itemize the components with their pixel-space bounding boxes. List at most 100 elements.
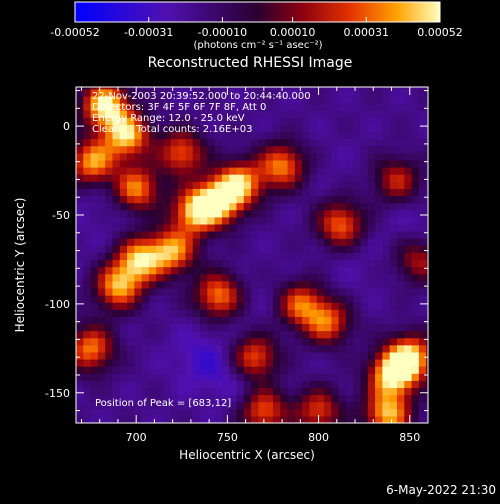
image-cell [411,238,420,246]
image-cell [90,152,99,161]
image-cell [163,394,172,403]
image-cell [287,373,296,381]
image-cell [345,373,354,381]
image-cell [192,103,201,111]
image-cell [418,181,427,189]
image-cell [272,408,281,417]
image-cell [338,394,347,403]
image-cell [280,88,289,97]
image-cell [258,415,267,423]
image-cell [353,88,362,97]
image-cell [76,223,84,232]
image-cell [236,415,245,423]
image-cell [280,209,289,218]
image-cell [367,295,376,303]
image-cell [97,266,106,275]
image-cell [411,287,420,296]
image-cell [360,287,369,296]
image-cell [331,259,340,268]
image-cell [243,259,252,268]
image-cell [280,138,289,147]
image-cell [207,117,216,125]
image-cell [396,138,405,147]
image-cell [192,124,201,133]
image-cell [214,231,223,239]
image-cell [411,124,420,133]
image-cell [141,174,150,182]
image-cell [83,95,92,104]
image-cell [83,373,92,381]
image-cell [265,266,274,275]
image-cell [418,131,427,140]
image-cell [229,124,238,133]
image-cell [360,202,369,211]
image-cell [375,181,384,189]
image-cell [236,401,245,410]
image-cell [105,145,114,154]
image-cell [119,380,128,389]
image-cell [331,316,340,325]
image-cell [185,231,194,239]
colorbar-tick-label: 0.00010 [270,26,316,39]
image-cell [90,209,99,218]
image-cell [367,401,376,410]
image-cell [338,330,347,339]
image-cell [426,359,428,367]
image-cell [404,117,413,125]
image-cell [112,415,121,423]
image-cell [404,337,413,346]
image-cell [353,280,362,289]
image-cell [272,359,281,367]
image-cell [112,316,121,325]
image-cell [221,316,230,325]
colorbar-units: (photons cm⁻² s⁻¹ asec⁻²) [193,40,322,51]
image-cell [302,223,311,232]
image-cell [127,238,135,246]
image-cell [287,302,296,310]
image-cell [148,216,157,225]
image-cell [76,359,84,367]
image-cell [324,330,332,339]
image-cell [251,209,259,218]
image-cell [411,88,420,97]
image-cell [367,387,376,396]
image-cell [83,316,92,325]
image-cell [360,231,369,239]
image-cell [134,408,143,417]
image-cell [134,145,143,154]
image-cell [309,238,318,246]
image-cell [404,280,413,289]
image-cell [163,145,172,154]
image-cell [375,202,384,211]
image-cell [316,202,325,211]
image-cell [404,359,413,367]
image-cell [375,245,384,253]
image-cell [418,287,427,296]
image-cell [316,159,325,168]
image-cell [178,245,187,253]
image-cell [229,330,238,339]
image-cell [302,159,311,168]
image-cell [382,209,391,218]
image-cell [134,103,143,111]
image-cell [148,316,157,325]
image-cell [192,188,201,197]
image-cell [76,344,84,353]
image-cell [389,337,398,346]
image-cell [258,159,267,168]
image-cell [258,366,267,374]
image-cell [207,124,216,133]
image-cell [185,380,194,389]
image-cell [404,152,413,161]
image-cell [324,394,332,403]
image-cell [404,103,413,111]
image-cell [134,159,143,168]
image-cell [404,216,413,225]
image-cell [382,167,391,175]
image-cell [382,195,391,204]
image-cell [324,259,332,268]
image-cell [367,152,376,161]
image-cell [97,145,106,154]
image-cell [294,87,303,90]
image-cell [353,344,362,353]
